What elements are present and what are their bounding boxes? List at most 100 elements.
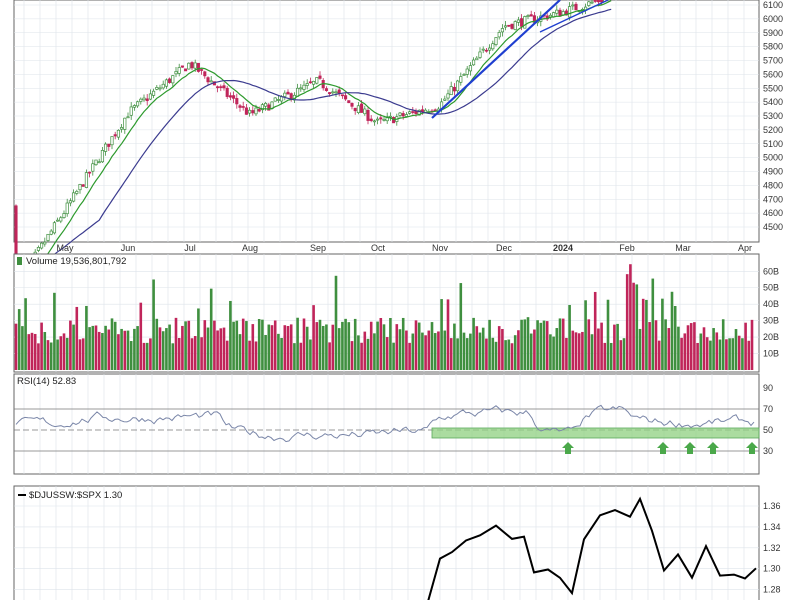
volume-bar-down <box>251 324 255 370</box>
volume-bar-down <box>725 339 728 370</box>
volume-bar-up <box>392 342 395 370</box>
volume-bar-down <box>158 327 162 370</box>
candle-down <box>113 134 117 137</box>
ratio-tick-label: 1.28 <box>763 585 781 595</box>
rsi-up-arrow <box>684 442 696 454</box>
candle-up <box>443 98 447 101</box>
candle-down <box>507 24 511 27</box>
candle-down <box>238 105 242 108</box>
volume-bar-up <box>462 332 466 370</box>
volume-bar-up <box>670 291 674 370</box>
volume-bar-down <box>350 341 354 370</box>
volume-bar-down <box>149 338 152 370</box>
volume-bar-up <box>318 319 322 370</box>
volume-bar-up <box>353 318 357 370</box>
volume-bar-up <box>398 329 402 370</box>
month-label-jun: Jun <box>121 243 136 253</box>
volume-bar-down <box>213 320 216 370</box>
volume-bar-down <box>449 338 453 370</box>
candle-up <box>363 108 367 115</box>
volume-bar-up <box>209 288 213 370</box>
volume-bar-up <box>155 318 159 370</box>
price-axis: 6100 6000 5900 5800 5700 5600 5500 5400 5300 5200… <box>763 0 783 232</box>
month-label-nov: Nov <box>432 243 449 253</box>
volume-bar-down <box>69 320 72 370</box>
candle-up <box>273 97 277 102</box>
volume-bar-down <box>613 324 616 370</box>
candle-down <box>168 78 172 83</box>
volume-bar-down <box>30 332 34 370</box>
candle-up <box>523 16 527 29</box>
price-tick-label: 6100 <box>763 0 783 10</box>
month-label-jul: Jul <box>184 243 196 253</box>
candle-up <box>193 62 197 69</box>
volume-bar-up <box>590 334 594 370</box>
price-panel: 6100 6000 5900 5800 5700 5600 5500 5400 5300 5200… <box>13 0 783 295</box>
volume-bar-down <box>37 343 40 370</box>
candle-down <box>184 68 188 72</box>
candle-down <box>200 69 204 71</box>
candle-up <box>468 65 472 72</box>
candle-up <box>590 1 594 4</box>
volume-bar-up <box>728 338 731 370</box>
volume-bar-up <box>145 342 149 370</box>
candle-up <box>164 79 168 87</box>
candle-up <box>372 120 376 123</box>
volume-bar-down <box>510 343 514 370</box>
rsi-up-arrow <box>657 442 669 454</box>
candle-down <box>510 23 514 29</box>
candle-down <box>593 0 597 2</box>
volume-bar-up <box>421 332 424 370</box>
volume-bar-down <box>485 338 488 370</box>
volume-bar-down <box>705 337 709 370</box>
volume-bar-down <box>283 325 287 370</box>
volume-bar-up <box>309 339 312 370</box>
volume-bar-down <box>94 325 98 370</box>
rsi-tick-label: 30 <box>763 446 773 456</box>
candle-down <box>206 77 210 83</box>
volume-bar-up <box>245 321 248 370</box>
volume-bar-up <box>443 330 447 370</box>
candle-down <box>529 14 533 17</box>
volume-bar-up <box>568 304 571 370</box>
candle-down <box>360 103 364 113</box>
price-tick-label: 5400 <box>763 97 783 107</box>
candle-up <box>56 219 60 222</box>
price-tick-label: 5000 <box>763 153 783 163</box>
volume-tick-label: 60B <box>763 266 779 276</box>
volume-bar-up <box>526 317 530 370</box>
volume-bar-down <box>225 340 229 370</box>
month-label-sep: Sep <box>310 243 326 253</box>
candle-up <box>404 114 408 117</box>
volume-bar-up <box>491 337 495 370</box>
volume-bar-up <box>110 318 114 370</box>
volume-bar-down <box>369 321 373 370</box>
candle-up <box>398 112 402 116</box>
volume-bar-up <box>17 309 21 370</box>
volume-bar-down <box>200 337 203 370</box>
candle-down <box>350 103 354 107</box>
month-axis: May Jun Jul Aug Sep Oct Nov Dec 2024 Feb Mar Apr <box>56 243 752 253</box>
volume-bar-up <box>488 319 491 370</box>
volume-bar-down <box>219 328 223 370</box>
volume-bar-down <box>59 336 63 370</box>
candle-up <box>148 93 152 100</box>
volume-bar-down <box>680 337 683 370</box>
candle-up <box>456 80 460 92</box>
volume-bar-up <box>635 284 639 370</box>
volume-bar-down <box>747 340 751 370</box>
volume-bar-up <box>337 328 341 370</box>
volume-bar-up <box>677 326 680 370</box>
candle-up <box>488 47 492 51</box>
price-grid <box>14 0 759 242</box>
volume-bar-down <box>446 299 450 370</box>
candle-up <box>171 75 175 84</box>
volume-bar-up <box>293 343 296 370</box>
price-tick-label: 5700 <box>763 56 783 66</box>
volume-bar-down <box>216 330 219 370</box>
candle-up <box>587 1 591 6</box>
candle-down <box>235 98 239 105</box>
volume-bar-up <box>325 324 328 370</box>
rsi-grid <box>14 374 759 474</box>
price-tick-label: 4600 <box>763 208 783 218</box>
